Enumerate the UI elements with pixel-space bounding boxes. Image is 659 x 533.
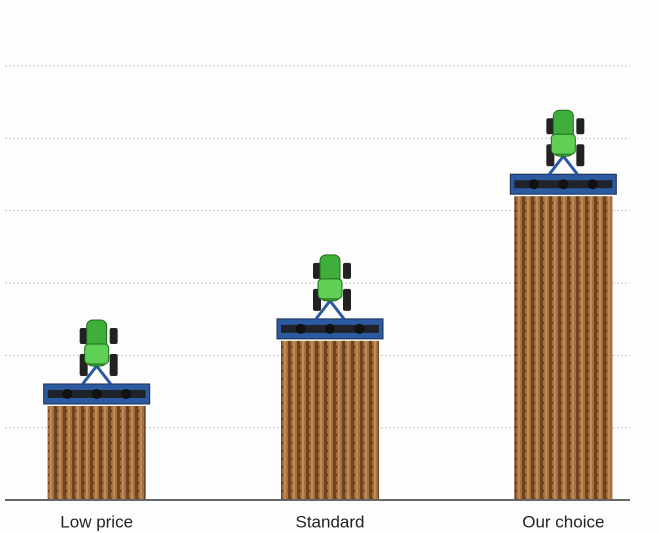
bar bbox=[281, 340, 379, 500]
wheel bbox=[546, 118, 555, 135]
roller bbox=[587, 179, 598, 190]
x-tick-label: Low price bbox=[60, 512, 133, 531]
tractor bbox=[509, 109, 617, 195]
roller bbox=[325, 323, 335, 334]
wheel bbox=[109, 353, 118, 376]
cab bbox=[317, 278, 343, 300]
wheel bbox=[109, 327, 118, 344]
tractor bbox=[43, 319, 151, 405]
cab bbox=[84, 343, 110, 365]
bar bbox=[514, 196, 613, 500]
roller bbox=[528, 179, 539, 190]
x-tick-label: Our choice bbox=[522, 512, 604, 531]
wheel bbox=[576, 144, 585, 167]
wheel bbox=[313, 262, 321, 279]
wheel bbox=[343, 262, 351, 279]
wheel bbox=[576, 118, 585, 135]
roller bbox=[121, 388, 132, 399]
roller bbox=[62, 388, 73, 399]
cab bbox=[550, 133, 576, 155]
x-tick-label: Standard bbox=[296, 512, 365, 531]
roller bbox=[91, 388, 102, 399]
wheel bbox=[343, 288, 351, 311]
roller bbox=[354, 323, 365, 334]
roller bbox=[295, 323, 306, 334]
bar bbox=[47, 405, 146, 500]
tractor bbox=[276, 254, 384, 340]
wheel bbox=[79, 327, 88, 344]
roller bbox=[558, 179, 569, 190]
